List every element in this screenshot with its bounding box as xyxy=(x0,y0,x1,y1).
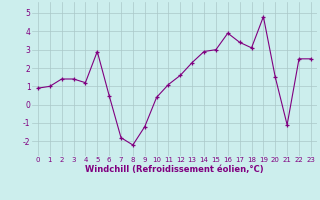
X-axis label: Windchill (Refroidissement éolien,°C): Windchill (Refroidissement éolien,°C) xyxy=(85,165,264,174)
